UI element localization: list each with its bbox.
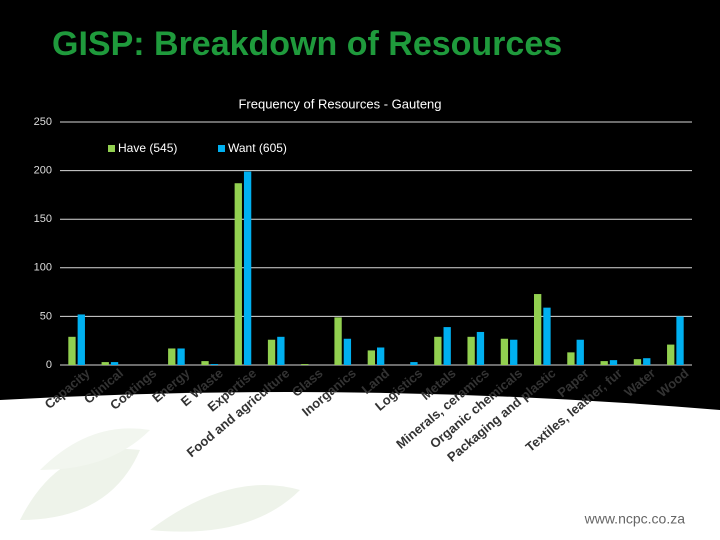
- bar: [609, 360, 618, 365]
- bar: [301, 364, 309, 365]
- y-tick-label: 50: [40, 310, 52, 322]
- y-tick-label: 250: [34, 116, 52, 128]
- bar: [334, 317, 342, 365]
- bar: [210, 364, 219, 365]
- bar: [443, 327, 451, 365]
- leaf: [40, 428, 150, 470]
- bar: [600, 361, 608, 365]
- y-tick-label: 0: [46, 359, 52, 371]
- bar: [243, 171, 252, 365]
- bar: [533, 294, 542, 365]
- legend-swatch: [108, 145, 115, 152]
- bar: [234, 183, 242, 365]
- bar: [277, 336, 285, 365]
- bar: [410, 362, 418, 365]
- bar: [177, 348, 185, 365]
- slide-title: GISP: Breakdown of Resources: [52, 25, 562, 63]
- bar: [543, 307, 551, 365]
- bar: [467, 336, 475, 365]
- footer: www.ncpc.co.za: [584, 511, 686, 527]
- bar: [77, 314, 85, 365]
- bar: [643, 358, 651, 365]
- bar: [633, 359, 642, 365]
- y-tick-label: 200: [34, 165, 52, 177]
- bar: [101, 362, 109, 365]
- x-tick-label: Water: [621, 365, 658, 399]
- bar: [343, 338, 352, 365]
- x-tick-label: Wood: [654, 365, 691, 400]
- bar: [576, 339, 584, 365]
- bar: [168, 348, 176, 365]
- bar: [667, 344, 675, 365]
- bar: [476, 331, 485, 365]
- y-tick-label: 150: [34, 213, 52, 225]
- leaf: [20, 448, 140, 520]
- bar: [110, 362, 119, 365]
- leaf: [150, 485, 300, 532]
- bar: [676, 316, 684, 365]
- legend-swatch: [218, 145, 225, 152]
- chart-title: Frequency of Resources - Gauteng: [238, 96, 441, 111]
- bar: [201, 361, 209, 365]
- bar: [367, 350, 375, 365]
- bar: [567, 352, 575, 365]
- bar: [377, 347, 385, 365]
- footer-background: [0, 392, 720, 540]
- y-tick-label: 100: [34, 262, 52, 274]
- bar: [267, 339, 276, 365]
- legend-label: Want (605): [228, 141, 287, 155]
- legend-label: Have (545): [118, 141, 177, 155]
- bar: [434, 336, 442, 365]
- bar: [510, 339, 518, 365]
- bar: [68, 336, 76, 365]
- bar: [500, 338, 509, 365]
